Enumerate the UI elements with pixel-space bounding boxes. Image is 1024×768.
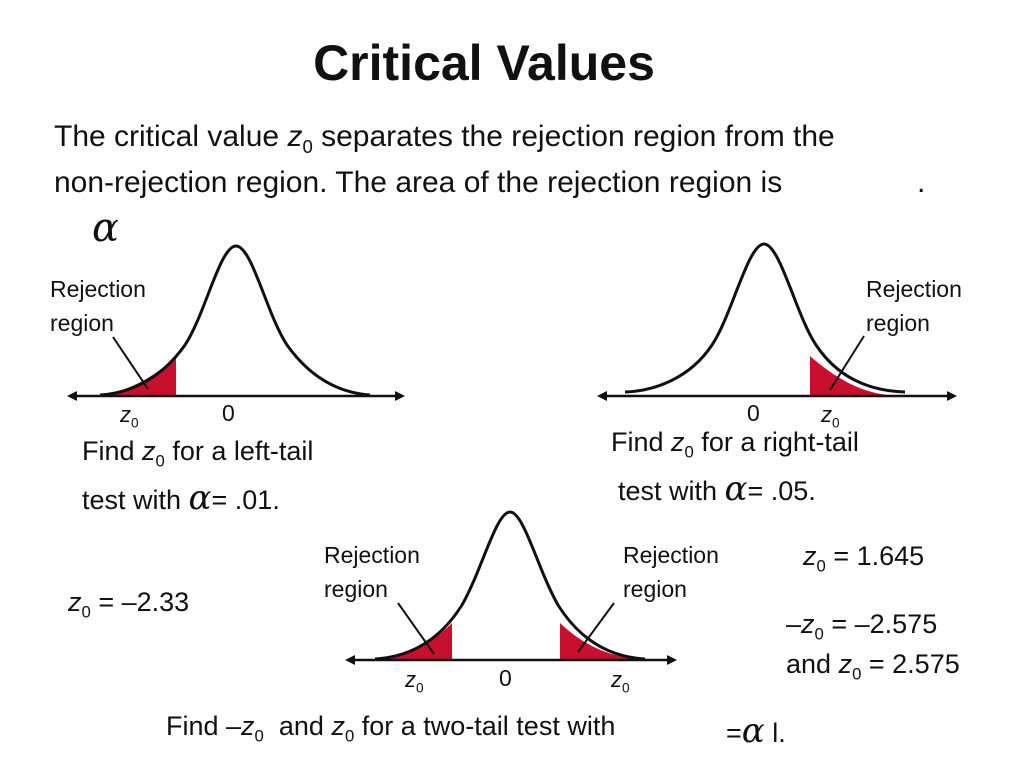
right-tail-problem-line-2: test with α= .05. <box>618 469 816 509</box>
left-normal-curve <box>99 244 371 397</box>
left-tail-zero-label: 0 <box>222 400 235 426</box>
two-tail-alpha-equals: =α l. <box>726 711 786 751</box>
right-normal-curve <box>624 242 906 394</box>
left-tail-diagram <box>67 244 405 401</box>
right-tail-problem-line-1: Find z0 for a right-tail <box>611 427 859 462</box>
left-tail-problem-line-2: test with α= .01. <box>82 478 280 518</box>
intro-line-1: The critical value z0 separates the reje… <box>54 120 835 157</box>
left-rejection-area <box>100 357 176 395</box>
page-title: Critical Values <box>313 35 655 91</box>
right-tail-answer: z0 = 1.645 <box>803 541 925 576</box>
alpha-symbol: α <box>724 469 748 509</box>
two-tail-left-z0-label: z0 <box>405 667 424 696</box>
intro-line-2-period: . <box>917 166 926 199</box>
intro-line-2: non-rejection region. The area of the re… <box>54 166 783 199</box>
right-tail-diagram <box>597 242 957 401</box>
alpha-symbol: α <box>741 711 765 751</box>
two-tail-normal-curve <box>374 510 646 661</box>
two-tail-left-rejection-label: Rejection region <box>324 542 420 602</box>
two-tail-answer-line-2: and z0 = 2.575 <box>786 649 960 684</box>
right-tail-z0-label: z0 <box>821 402 840 431</box>
left-tail-problem-line-1: Find z0 for a left-tail <box>82 436 314 471</box>
two-tail-right-rejection-label: Rejection region <box>623 542 719 602</box>
two-tail-diagram <box>345 510 677 665</box>
right-tail-rejection-label: Rejection region <box>866 276 962 336</box>
two-tail-left-rejection-area <box>375 623 452 659</box>
two-tail-right-rejection-area <box>560 623 640 659</box>
left-tail-answer: z0 = –2.33 <box>68 587 190 622</box>
two-tail-problem: Find –z0 and z0 for a two-tail test with <box>166 711 616 746</box>
two-tail-right-z0-label: z0 <box>611 667 630 696</box>
two-tail-zero-label: 0 <box>499 665 512 691</box>
alpha-symbol: α <box>92 205 120 251</box>
left-tail-z0-label: z0 <box>120 402 139 431</box>
two-tail-answer-line-1: –z0 = –2.575 <box>786 609 938 644</box>
alpha-symbol: α <box>188 478 212 518</box>
right-rejection-area <box>810 356 888 395</box>
right-tail-zero-label: 0 <box>747 400 760 426</box>
left-tail-rejection-label: Rejection region <box>50 276 146 336</box>
